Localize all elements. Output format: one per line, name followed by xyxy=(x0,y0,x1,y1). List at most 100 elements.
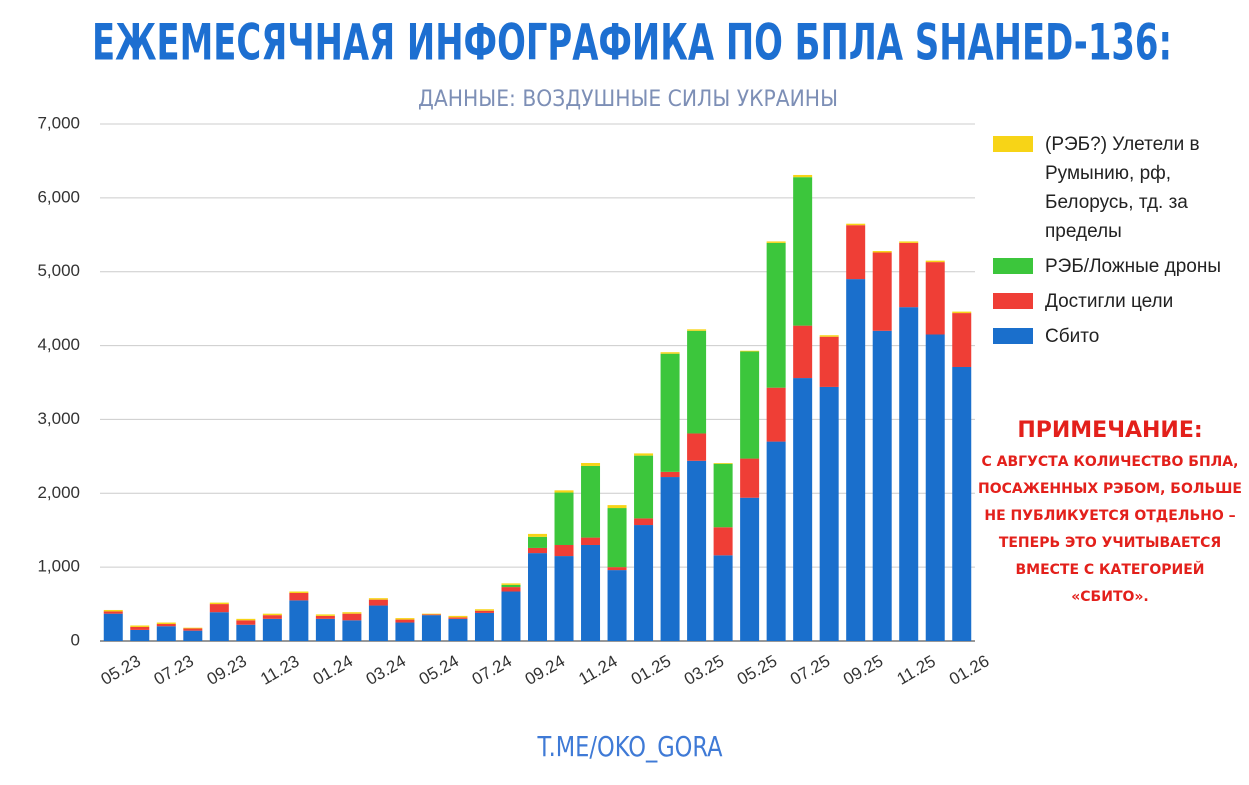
bar-segment xyxy=(687,329,707,331)
chart-title: ЕЖЕМЕСЯЧНАЯ ИНФОГРАФИКА ПО БПЛА SHAHED-1… xyxy=(92,14,1172,72)
legend-swatch xyxy=(993,136,1033,152)
bar-segment xyxy=(289,591,309,593)
bar-segment xyxy=(315,614,335,616)
bar-segment xyxy=(156,622,176,625)
bar-segment xyxy=(130,629,150,641)
bar-segment xyxy=(819,386,839,641)
bar-segment xyxy=(819,335,839,337)
bar-segment xyxy=(607,567,627,571)
bar-segment xyxy=(766,241,786,243)
bar-segment xyxy=(740,350,760,352)
x-tick-label: 09.23 xyxy=(204,651,250,689)
bar-segment xyxy=(103,611,123,614)
bar-segment xyxy=(793,174,813,178)
bar-segment xyxy=(634,518,654,526)
bar-segment xyxy=(368,599,388,606)
bar-segment xyxy=(342,612,362,614)
bar-segment xyxy=(872,251,892,253)
bar-segment xyxy=(793,177,813,326)
bar-segment xyxy=(899,241,919,243)
bar-segment xyxy=(687,330,707,434)
bar-segment xyxy=(581,537,601,545)
bar-segment xyxy=(554,490,574,493)
bar-segment xyxy=(660,471,680,478)
bar-segment xyxy=(342,613,362,621)
legend-item: РЭБ/Ложные дроны xyxy=(993,252,1233,281)
bar-segment xyxy=(607,508,627,568)
bar-segment xyxy=(766,441,786,641)
x-tick-label: 01.26 xyxy=(946,651,992,689)
legend-item: Достигли цели xyxy=(993,287,1233,316)
note-text: С АВГУСТА КОЛИЧЕСТВО БПЛА, ПОСАЖЕННЫХ РЭ… xyxy=(978,454,1242,605)
bar-segment xyxy=(209,602,229,605)
bar-segment xyxy=(342,620,362,641)
legend-item: Сбито xyxy=(993,322,1233,351)
x-tick-label: 11.24 xyxy=(575,652,620,689)
bar-segment xyxy=(660,352,680,354)
bar-segment xyxy=(554,544,574,557)
bar-segment xyxy=(607,570,627,641)
bar-segment xyxy=(581,465,601,538)
bar-segment xyxy=(501,583,521,585)
bar-segment xyxy=(687,433,707,461)
bar-segment xyxy=(554,492,574,545)
bar-segment xyxy=(315,618,335,641)
bar-segment xyxy=(713,555,733,641)
bar-segment xyxy=(236,624,256,641)
y-tick-label: 5,000 xyxy=(37,261,80,280)
bar-segment xyxy=(130,625,150,627)
bar-segment xyxy=(474,610,494,613)
bar-segment xyxy=(183,627,203,629)
legend-label: Достигли цели xyxy=(1045,291,1174,312)
bar-segment xyxy=(687,460,707,641)
bar-segment xyxy=(740,351,760,459)
bar-segment xyxy=(315,615,335,619)
bar-segment xyxy=(925,262,945,335)
bar-segment xyxy=(819,336,839,387)
bar-segment xyxy=(634,525,654,641)
bar-segment xyxy=(156,624,176,627)
bar-segment xyxy=(395,622,415,641)
bar-segment xyxy=(899,307,919,641)
bar-segment xyxy=(660,353,680,472)
legend: (РЭБ?) Улетели в Румынию, рф, Белорусь, … xyxy=(993,130,1233,357)
bar-segment xyxy=(740,458,760,498)
legend-swatch xyxy=(993,293,1033,309)
bar-segment xyxy=(713,527,733,556)
bar-segment xyxy=(766,242,786,388)
bar-segment xyxy=(103,613,123,641)
bar-segment xyxy=(528,553,547,641)
bar-segment xyxy=(368,605,388,641)
bar-segment xyxy=(793,378,813,641)
bar-segment xyxy=(528,536,547,548)
legend-item: (РЭБ?) Улетели в Румынию, рф, Белорусь, … xyxy=(993,130,1233,246)
x-tick-label: 05.23 xyxy=(98,651,144,689)
bar-segment xyxy=(474,609,494,611)
x-tick-label: 09.25 xyxy=(840,651,886,689)
bar-segment xyxy=(236,620,256,625)
bar-segment xyxy=(474,612,494,641)
bar-segment xyxy=(501,587,521,592)
bar-segment xyxy=(448,615,468,618)
bar-segment xyxy=(421,614,441,616)
bar-segment xyxy=(262,618,282,641)
x-tick-label: 03.24 xyxy=(363,651,409,689)
bar-segment xyxy=(130,626,150,630)
bar-segment xyxy=(952,366,972,641)
x-tick-label: 05.24 xyxy=(416,651,462,689)
bar-segment xyxy=(634,453,654,456)
bar-segment xyxy=(952,311,972,314)
bar-segment xyxy=(952,313,972,367)
bar-segment xyxy=(872,252,892,331)
bar-segment xyxy=(421,615,441,641)
legend-label: РЭБ/Ложные дроны xyxy=(1045,256,1221,277)
x-tick-label: 07.23 xyxy=(151,651,197,689)
bar-segment xyxy=(209,612,229,641)
x-tick-label: 01.25 xyxy=(628,651,674,689)
bar-segment xyxy=(183,628,203,631)
bar-segment xyxy=(846,223,866,226)
bar-segment xyxy=(395,618,415,620)
x-tick-label: 05.25 xyxy=(734,651,780,689)
bar-segment xyxy=(528,533,547,537)
